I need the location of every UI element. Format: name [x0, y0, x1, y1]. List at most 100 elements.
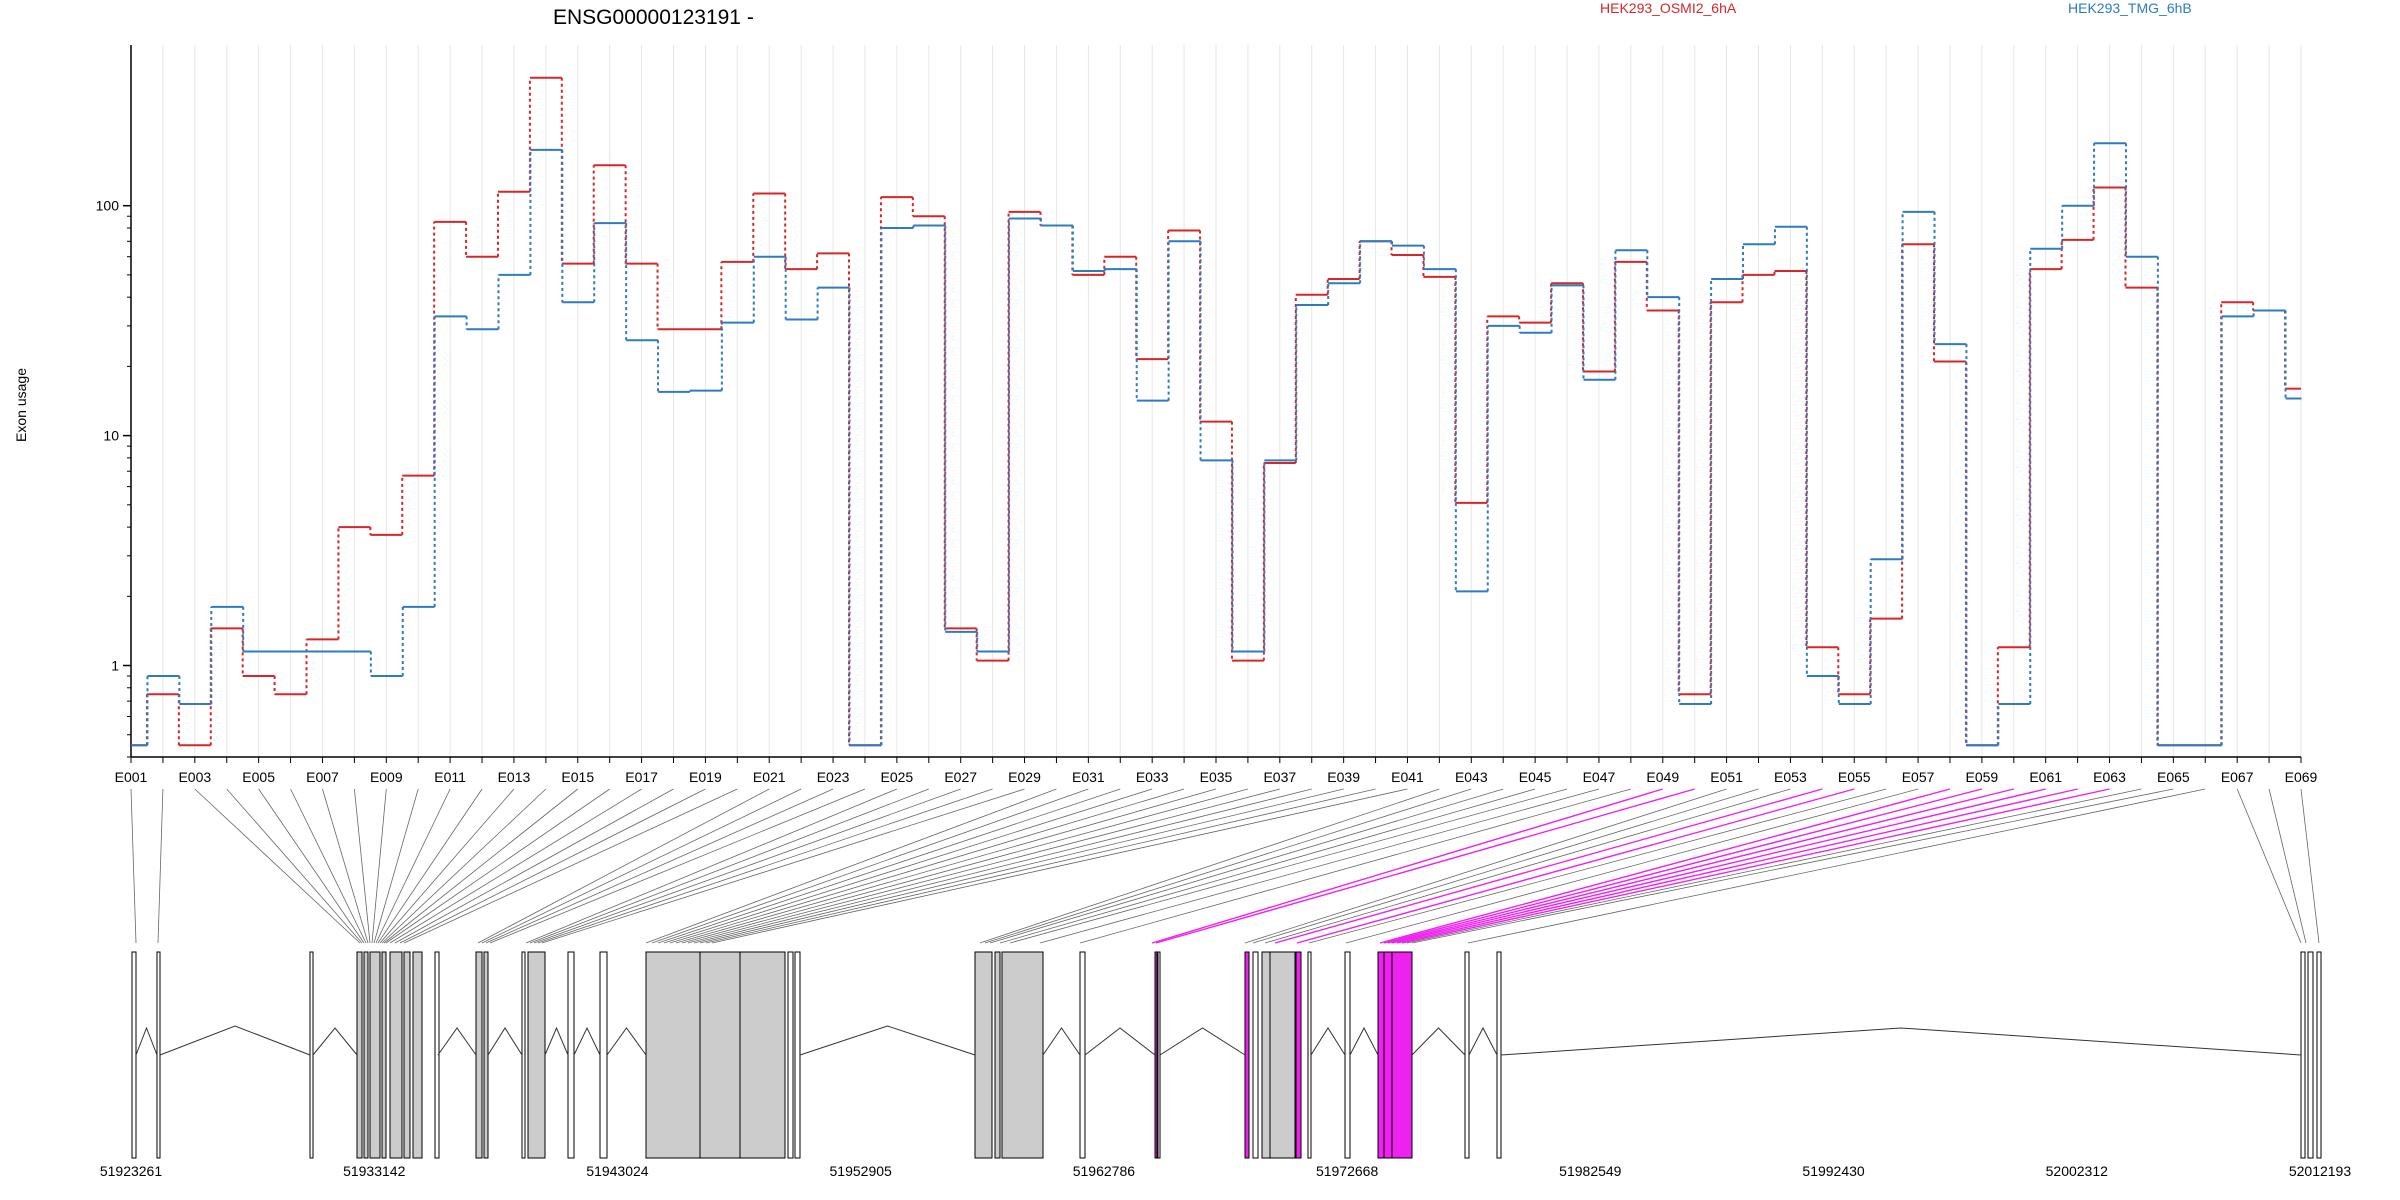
exon-connector	[258, 788, 365, 944]
x-tick-label: E065	[2157, 769, 2190, 785]
x-tick-label: E007	[306, 769, 339, 785]
exon-block	[1269, 951, 1296, 1159]
exon-connector	[699, 788, 1344, 944]
exon-block	[567, 951, 575, 1159]
coordinate-label: 51943024	[586, 1163, 649, 1179]
exon-connector	[375, 788, 451, 944]
exon-block	[645, 951, 701, 1159]
exon-block	[1154, 951, 1158, 1159]
exon-connector	[1296, 788, 1855, 944]
exon-block	[2307, 951, 2314, 1159]
intron-line	[573, 1026, 601, 1056]
x-tick-label: E015	[561, 769, 594, 785]
exon-connector	[711, 788, 1408, 944]
intron-line	[544, 1026, 569, 1056]
exon-connector	[1411, 788, 2174, 944]
x-tick-label: E029	[1008, 769, 1041, 785]
exon-connector	[1244, 788, 1727, 944]
exon-connector	[394, 788, 674, 944]
exon-block	[1307, 951, 1312, 1159]
exon-block	[369, 951, 381, 1159]
exon-block	[1344, 951, 1351, 1159]
exon-block	[403, 951, 411, 1159]
exon-connector	[353, 788, 371, 944]
x-tick-label: E063	[2093, 769, 2126, 785]
legend-entry-tmg: HEK293_TMG_6hB	[2068, 0, 2192, 16]
intron-line	[799, 1025, 976, 1056]
coordinate-label: 51923261	[100, 1163, 163, 1179]
x-tick-label: E039	[1327, 769, 1360, 785]
exon-block	[794, 951, 801, 1159]
exon-connector	[984, 788, 1472, 944]
exon-connector	[1079, 788, 1631, 944]
exon-block	[356, 951, 363, 1159]
exon-block	[787, 951, 794, 1159]
series-1	[131, 142, 2302, 747]
coordinate-label: 51992430	[1802, 1163, 1865, 1179]
exon-connector	[693, 788, 1312, 944]
exon-connector	[2236, 788, 2302, 944]
x-tick-label: E055	[1838, 769, 1871, 785]
exon-connector	[1252, 788, 1759, 944]
intron-line	[159, 1025, 311, 1056]
exon-connector	[705, 788, 1376, 944]
exon-connector	[1387, 788, 2014, 944]
intron-line	[312, 1027, 358, 1056]
exon-connector	[663, 788, 1153, 944]
exon-connector	[1345, 788, 1919, 944]
exon-connector	[1274, 788, 1823, 944]
exon-connector	[226, 788, 363, 944]
exon-connector	[194, 788, 361, 944]
exon-connector	[541, 788, 1025, 944]
exon-connector	[371, 788, 387, 944]
series-lines	[131, 76, 2302, 747]
exon-connector	[373, 788, 419, 944]
exon-connector	[687, 788, 1280, 944]
coordinate-label: 52002312	[2046, 1163, 2109, 1179]
exon-connector	[1308, 788, 1887, 944]
x-tick-label: E005	[242, 769, 275, 785]
exon-connector	[645, 788, 1057, 944]
exon-connector	[651, 788, 1089, 944]
coordinate-label: 52012193	[2289, 1163, 2352, 1179]
x-tick-label: E061	[2029, 769, 2062, 785]
chart-title: ENSG00000123191 -	[553, 6, 754, 29]
x-tick-label: E025	[881, 769, 914, 785]
exon-block	[156, 951, 161, 1159]
x-tick-label: E027	[944, 769, 977, 785]
exon-block	[1079, 951, 1086, 1159]
coordinate-label: 51972668	[1316, 1163, 1379, 1179]
exon-connector	[1383, 788, 1983, 944]
exon-block	[131, 951, 137, 1159]
x-tick-label: E001	[115, 769, 148, 785]
exon-block	[475, 951, 483, 1159]
exon-connector	[989, 788, 1504, 944]
intron-line	[606, 1027, 647, 1056]
exon-connector	[533, 788, 961, 944]
exon-block	[1252, 951, 1259, 1159]
exon-connector	[377, 788, 483, 944]
x-tick-label: E009	[370, 769, 403, 785]
exon-block	[412, 951, 423, 1159]
exon-connector	[675, 788, 1217, 944]
exon-connector	[322, 788, 369, 944]
y-tick-label: 1	[111, 658, 119, 674]
exon-connector	[1155, 788, 1695, 944]
x-tick-label: E047	[1583, 769, 1616, 785]
x-tick-label: E011	[434, 769, 466, 785]
intron-line	[1084, 1027, 1156, 1056]
x-tick-label: E021	[753, 769, 786, 785]
exon-block	[1377, 951, 1385, 1159]
exon-connector	[529, 788, 929, 944]
x-tick-label: E069	[2285, 769, 2318, 785]
exon-block	[1391, 951, 1413, 1159]
exon-connector	[399, 788, 706, 944]
exon-connector	[403, 788, 738, 944]
exon-connector	[657, 788, 1121, 944]
exon-block	[1295, 951, 1302, 1159]
exon-connector	[1379, 788, 1951, 944]
exon-connector	[999, 788, 1536, 944]
exon-connector	[1009, 788, 1568, 944]
x-tick-label: E041	[1391, 769, 1424, 785]
